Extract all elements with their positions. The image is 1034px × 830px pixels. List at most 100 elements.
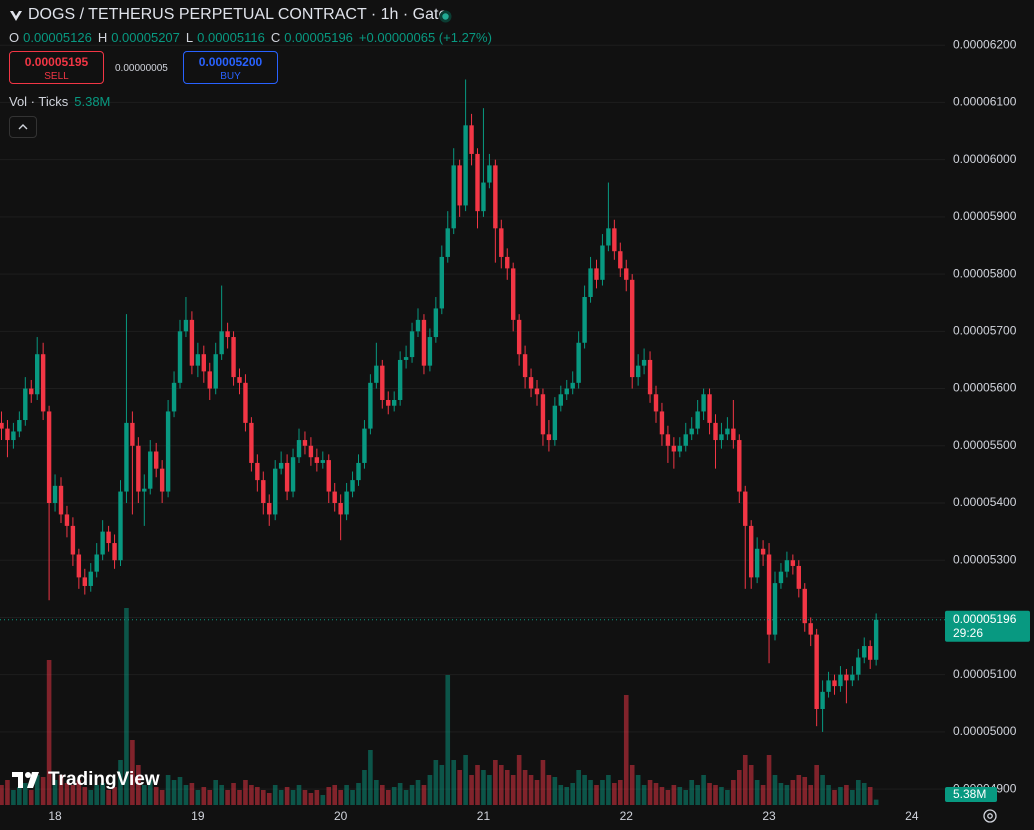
last-price-badge <box>945 610 1030 642</box>
volume-bar <box>356 783 361 805</box>
candle-body <box>772 583 778 635</box>
candle-body <box>386 399 391 406</box>
volume-bar <box>576 770 581 805</box>
candle-body <box>403 357 409 360</box>
volume-bar <box>719 787 724 805</box>
candle-body <box>427 337 433 366</box>
volume-bar <box>136 765 141 805</box>
settings-icon[interactable] <box>983 809 997 823</box>
candle-body <box>868 646 873 660</box>
volume-bar <box>689 780 694 805</box>
candle-body <box>380 365 385 400</box>
candle-body <box>29 388 34 395</box>
volume-bar <box>457 770 462 805</box>
candle-body <box>671 445 677 452</box>
candle-body <box>88 571 93 586</box>
volume-bar <box>677 787 683 805</box>
candle-body <box>439 256 444 309</box>
volume-bar <box>790 780 796 805</box>
sell-button[interactable]: 0.00005195 SELL <box>9 51 104 84</box>
change: +0.00000065 (+1.27%) <box>358 30 492 45</box>
volume-bar <box>255 787 260 805</box>
caret-icon <box>18 124 28 130</box>
x-tick-label: 20 <box>334 809 348 823</box>
candle-body <box>820 691 825 710</box>
volume-bar <box>820 775 825 805</box>
plot-area <box>0 79 945 805</box>
volume-bar <box>796 775 802 805</box>
volume-bar <box>641 785 647 805</box>
volume-bar <box>0 785 4 805</box>
candle-body <box>255 462 260 481</box>
candle-body <box>100 531 105 555</box>
volume-name: Vol · Ticks <box>9 94 69 109</box>
buy-button[interactable]: 0.00005200 BUY <box>183 51 278 84</box>
candle-body <box>534 388 540 395</box>
candle-body <box>159 468 165 492</box>
candle-body <box>219 331 224 355</box>
volume-bar <box>249 785 254 805</box>
candle-body <box>290 457 296 492</box>
volume-bar <box>653 783 659 805</box>
candle-body <box>237 377 242 383</box>
candle-body <box>760 548 766 555</box>
candle-body <box>130 422 135 446</box>
candle-body <box>207 371 212 389</box>
buy-label: BUY <box>220 71 241 82</box>
candle-body <box>23 388 28 421</box>
volume-bar <box>659 787 665 805</box>
volume-bar <box>46 660 52 805</box>
volume-bar <box>742 755 748 805</box>
candle-body <box>516 319 522 355</box>
volume-bar <box>243 780 248 805</box>
candle-body <box>844 674 849 681</box>
last-price-label: 0.00005196 <box>953 612 1017 626</box>
candle-body <box>606 228 611 246</box>
candle-body <box>463 125 468 206</box>
volume-bar <box>28 790 34 805</box>
candle-body <box>409 331 415 358</box>
volume-bar <box>17 787 22 805</box>
volume-bar <box>106 790 111 805</box>
volume-bar <box>40 777 46 805</box>
volume-bar <box>433 760 439 805</box>
candle-body <box>320 460 325 463</box>
y-tick-label: 0.00006200 <box>953 37 1017 51</box>
price-axis: 0.000049000.000050000.000051000.00005200… <box>48 37 1030 823</box>
volume-bar <box>635 775 641 805</box>
candle-body <box>546 434 552 441</box>
x-tick-label: 23 <box>762 809 776 823</box>
y-tick-label: 0.00005500 <box>953 438 1017 452</box>
volume-bar <box>64 783 70 805</box>
volume-badge <box>945 787 997 802</box>
symbol-title[interactable]: DOGS / TETHERUS PERPETUAL CONTRACT · 1h … <box>28 6 448 23</box>
collapse-button[interactable] <box>9 116 37 138</box>
candle-body <box>136 445 141 492</box>
volume-bar <box>344 785 349 805</box>
volume-bar <box>487 775 492 805</box>
volume-bar <box>493 760 498 805</box>
volume-bar <box>296 785 302 805</box>
candle-body <box>790 560 796 566</box>
volume-bar <box>600 780 605 805</box>
volume-bar <box>707 783 712 805</box>
candle-body <box>314 457 320 463</box>
candle-body <box>743 491 748 526</box>
candle-body <box>552 405 558 441</box>
ohlc-value: 0.00005116 <box>197 30 265 45</box>
volume-bar <box>266 793 272 805</box>
volume-bar <box>629 765 635 805</box>
volume-bar <box>421 785 427 805</box>
x-tick-label: 21 <box>477 809 491 823</box>
volume-bar <box>380 785 385 805</box>
volume-bar <box>737 770 742 805</box>
candle-body <box>624 268 629 280</box>
candle-body <box>469 125 474 154</box>
volume-legend: Vol · Ticks 5.38M <box>9 94 110 109</box>
candle-body <box>511 268 516 320</box>
volume-bar <box>475 765 480 805</box>
volume-bar <box>326 787 332 805</box>
volume-bar <box>52 780 58 805</box>
volume-bar <box>130 740 135 805</box>
